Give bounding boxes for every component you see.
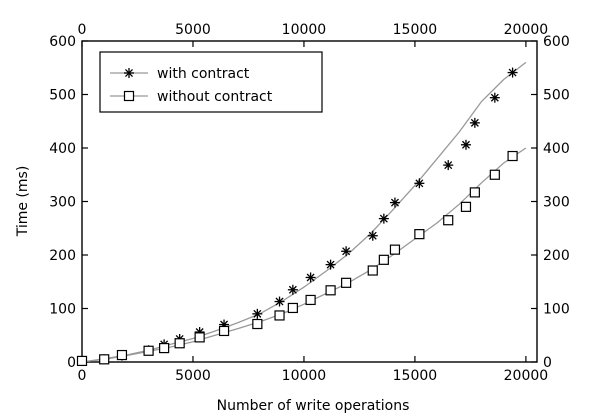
data-point-with-contract (325, 259, 336, 270)
data-point-without-contract (116, 349, 128, 361)
data-point-without-contract (414, 229, 425, 240)
y-axis-title: Time (ms) (15, 166, 31, 238)
data-point-without-contract (194, 332, 205, 343)
x-tick-label: 15000 (393, 368, 438, 384)
star-stroke (379, 214, 388, 223)
series-lines (81, 61, 527, 363)
data-point-without-contract (174, 338, 185, 349)
x-axis-title: Number of write operations (217, 398, 410, 414)
right-tick-label: 400 (543, 141, 570, 157)
y-tick-label: 400 (49, 141, 76, 157)
data-point-without-contract (378, 254, 389, 265)
data-point-without-contract (218, 325, 230, 337)
data-point-with-contract (252, 308, 263, 319)
top-tick-label: 5000 (175, 22, 211, 38)
legend-label-with-contract: with contract (157, 66, 250, 82)
star-stroke (390, 198, 399, 207)
legend-star-marker (124, 68, 134, 78)
data-point-with-contract (469, 117, 480, 128)
data-point-with-contract (287, 284, 298, 295)
data-point-with-contract (274, 296, 285, 307)
data-point-without-contract (460, 201, 472, 212)
right-tick-label: 600 (543, 34, 570, 50)
star-stroke (275, 297, 284, 306)
data-point-without-contract (159, 342, 170, 354)
data-point-without-contract (305, 294, 316, 306)
data-point-with-contract (414, 178, 425, 189)
top-tick-label: 15000 (393, 22, 438, 38)
right-tick-label: 100 (543, 302, 570, 318)
series-line-without-contract (81, 147, 527, 363)
data-point-with-contract (367, 230, 378, 241)
y-tick-label: 200 (49, 248, 76, 264)
star-stroke (415, 179, 424, 188)
legend: with contract without contract (99, 51, 323, 113)
y-tick-label: 0 (67, 355, 76, 371)
top-tick-label: 20000 (504, 22, 549, 38)
star-stroke (444, 161, 453, 170)
data-point-without-contract (341, 277, 352, 288)
data-point-without-contract (252, 318, 263, 330)
data-point-with-contract (443, 160, 454, 171)
data-point-without-contract (367, 265, 378, 276)
data-point-with-contract (305, 272, 316, 283)
x-tick-label: 5000 (175, 368, 211, 384)
star-stroke (368, 231, 377, 240)
data-point-without-contract (469, 187, 480, 198)
data-point-with-contract (460, 139, 471, 150)
right-tick-label: 500 (543, 88, 570, 104)
right-tick-label: 0 (543, 355, 552, 371)
data-point-with-contract (489, 92, 500, 103)
series-markers (76, 67, 518, 367)
y-tick-label: 500 (49, 88, 76, 104)
data-point-without-contract (99, 354, 110, 365)
star-stroke (490, 93, 499, 102)
data-point-without-contract (507, 150, 518, 162)
x-tick-label: 20000 (504, 368, 549, 384)
data-point-with-contract (341, 246, 352, 257)
data-point-without-contract (76, 355, 88, 367)
y-tick-label: 600 (49, 34, 76, 50)
data-point-without-contract (443, 215, 454, 226)
star-stroke (288, 285, 297, 294)
series-line-with-contract (81, 61, 527, 363)
data-point-without-contract (143, 345, 154, 356)
data-point-with-contract (389, 197, 400, 208)
top-tick-label: 0 (78, 22, 87, 38)
data-point-without-contract (489, 169, 500, 180)
data-point-without-contract (274, 310, 285, 321)
legend-label-without-contract: without contract (157, 89, 273, 105)
star-stroke (125, 69, 133, 77)
star-stroke (253, 309, 262, 318)
star-stroke (326, 260, 335, 269)
data-point-with-contract (507, 67, 518, 78)
legend-square-marker (123, 90, 135, 102)
right-tick-label: 300 (543, 195, 570, 211)
right-tick-label: 200 (543, 248, 570, 264)
top-tick-label: 10000 (282, 22, 327, 38)
x-tick-label: 0 (78, 368, 87, 384)
star-stroke (508, 68, 517, 77)
star-stroke (461, 140, 470, 149)
data-point-with-contract (378, 213, 389, 224)
data-point-without-contract (389, 244, 401, 255)
legend-box (99, 51, 323, 113)
star-stroke (306, 273, 315, 282)
star-stroke (342, 247, 351, 256)
star-stroke (470, 118, 479, 127)
x-tick-label: 10000 (282, 368, 327, 384)
y-tick-label: 300 (49, 195, 76, 211)
legend-marker-with-contract (124, 68, 134, 78)
legend-marker-without-contract (123, 90, 135, 102)
y-tick-label: 100 (49, 302, 76, 318)
data-point-without-contract (325, 285, 336, 296)
data-point-without-contract (287, 302, 298, 314)
